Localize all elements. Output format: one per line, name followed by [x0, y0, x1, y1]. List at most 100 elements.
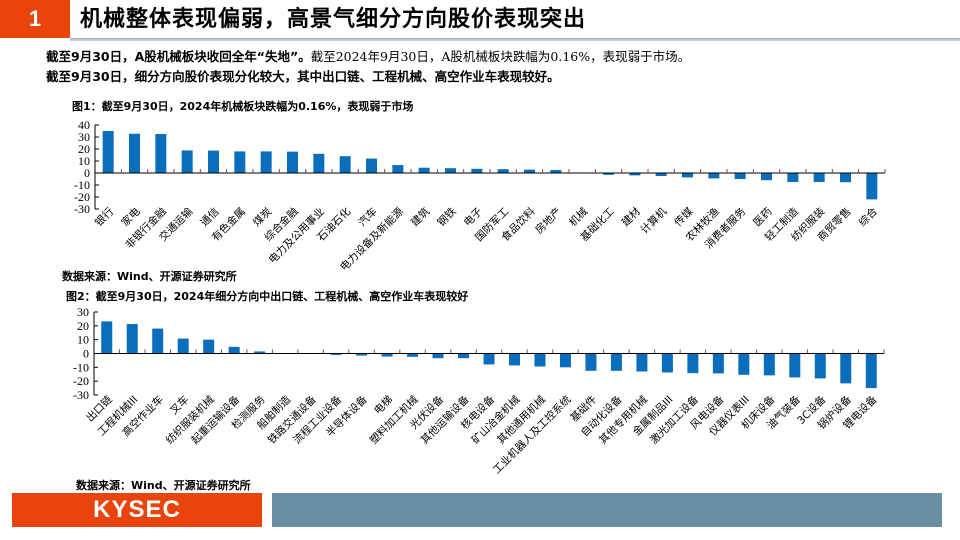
- x-category-label: 房地产: [532, 205, 563, 236]
- bar: [840, 353, 852, 384]
- y-tick-label: 30: [78, 130, 90, 144]
- bar: [313, 153, 325, 173]
- bar: [208, 150, 219, 173]
- y-tick-label: -20: [73, 374, 89, 388]
- x-category-label: 电子: [461, 205, 485, 229]
- y-tick-label: 0: [84, 166, 90, 180]
- y-tick-label: 10: [77, 333, 89, 347]
- bar: [432, 353, 444, 359]
- y-tick-label: -10: [73, 360, 89, 374]
- bar: [339, 156, 351, 173]
- x-category-label: 综合: [856, 205, 880, 229]
- x-category-label: 传媒: [672, 205, 696, 229]
- bar: [458, 353, 470, 359]
- bar: [407, 353, 419, 357]
- bar: [603, 173, 614, 175]
- bar: [866, 173, 878, 200]
- bar: [483, 353, 495, 365]
- bar: [203, 339, 215, 354]
- bar: [260, 151, 272, 173]
- bar: [814, 353, 826, 379]
- bar: [682, 173, 693, 178]
- x-category-label: 通信: [198, 206, 221, 229]
- bar: [687, 353, 699, 374]
- bar: [181, 150, 193, 173]
- y-tick-label: -20: [74, 190, 90, 204]
- bar: [177, 338, 189, 354]
- summary-text: 截至9月30日，A股机械板块收回全年“失地”。截至2024年9月30日，A股机械…: [46, 47, 690, 87]
- figure-2-source: 数据来源：Wind、开源证券研究所: [76, 479, 251, 492]
- bar: [381, 353, 393, 357]
- figure-1-source: 数据来源：Wind、开源证券研究所: [62, 270, 237, 283]
- bar: [254, 351, 266, 354]
- bar: [129, 133, 140, 173]
- bar: [585, 353, 597, 371]
- footer-bar: [272, 493, 942, 527]
- x-category-label: 建筑: [408, 205, 432, 229]
- y-tick-label: 0: [83, 347, 89, 361]
- x-category-label: 煤炭: [250, 205, 274, 229]
- bar: [287, 151, 298, 173]
- bar: [813, 173, 825, 182]
- bar: [497, 169, 509, 173]
- section-number: 1: [28, 6, 42, 31]
- bar: [534, 353, 546, 367]
- y-tick-label: -30: [73, 388, 89, 402]
- bar: [865, 353, 877, 389]
- figure-1-title: 图1：截至9月30日，2024年机械板块跌幅为0.16%，表现弱于市场: [72, 100, 414, 113]
- x-category-label: 汽车: [356, 205, 380, 229]
- bar: [610, 353, 622, 371]
- bar: [330, 353, 342, 355]
- bar: [102, 131, 114, 173]
- bar: [356, 353, 368, 356]
- bar: [789, 353, 801, 378]
- bar: [559, 353, 571, 368]
- y-tick-label: 20: [78, 142, 90, 156]
- bar: [418, 167, 430, 173]
- bar: [738, 353, 750, 375]
- bar: [445, 168, 456, 173]
- header-divider: [70, 38, 960, 41]
- bar: [655, 173, 667, 176]
- page-title: 机械整体表现偏弱，高景气细分方向股价表现突出: [80, 7, 587, 32]
- kysec-logo: KYSEC: [12, 493, 262, 527]
- summary-line-1-bold: 截至9月30日，A股机械板块收回全年“失地”。: [46, 49, 311, 64]
- x-category-label: 计算机: [638, 205, 670, 237]
- summary-line-1-normal: 截至2024年9月30日，A股机械板块跌幅为0.16%，表现弱于市场。: [310, 49, 691, 64]
- bar: [228, 346, 240, 354]
- bar: [712, 353, 724, 374]
- bar: [101, 321, 113, 354]
- bar: [787, 173, 799, 182]
- bar: [763, 353, 775, 376]
- bar: [471, 168, 483, 173]
- x-category-label: 医药: [751, 206, 774, 229]
- bar: [392, 165, 404, 173]
- x-category-label: 家电: [119, 205, 143, 229]
- bar: [152, 328, 164, 354]
- y-tick-label: 30: [77, 305, 89, 319]
- bar: [734, 173, 746, 179]
- bar: [155, 134, 167, 173]
- bar: [636, 353, 648, 372]
- bar: [761, 173, 772, 181]
- y-tick-label: 10: [78, 154, 90, 168]
- bar: [234, 151, 246, 173]
- bar: [661, 353, 673, 373]
- logo-text: KYSEC: [93, 496, 181, 523]
- bar: [708, 173, 720, 179]
- bar: [550, 170, 562, 173]
- summary-line-1: 截至9月30日，A股机械板块收回全年“失地”。截至2024年9月30日，A股机械…: [46, 47, 690, 67]
- y-tick-label: -30: [74, 202, 90, 216]
- bar: [366, 158, 377, 173]
- bar: [508, 353, 520, 366]
- bar: [840, 173, 851, 183]
- bar: [524, 169, 535, 173]
- bar: [126, 324, 138, 354]
- summary-line-2: 截至9月30日，细分方向股价表现分化较大，其中出口链、工程机械、高空作业车表现较…: [46, 69, 560, 84]
- y-tick-label: 20: [77, 319, 89, 333]
- x-category-label: 钢铁: [435, 205, 459, 229]
- y-tick-label: 40: [78, 118, 90, 132]
- y-tick-label: -10: [74, 178, 90, 192]
- figure-2-title: 图2：截至9月30日，2024年细分方向中出口链、工程机械、高空作业车表现较好: [66, 290, 469, 303]
